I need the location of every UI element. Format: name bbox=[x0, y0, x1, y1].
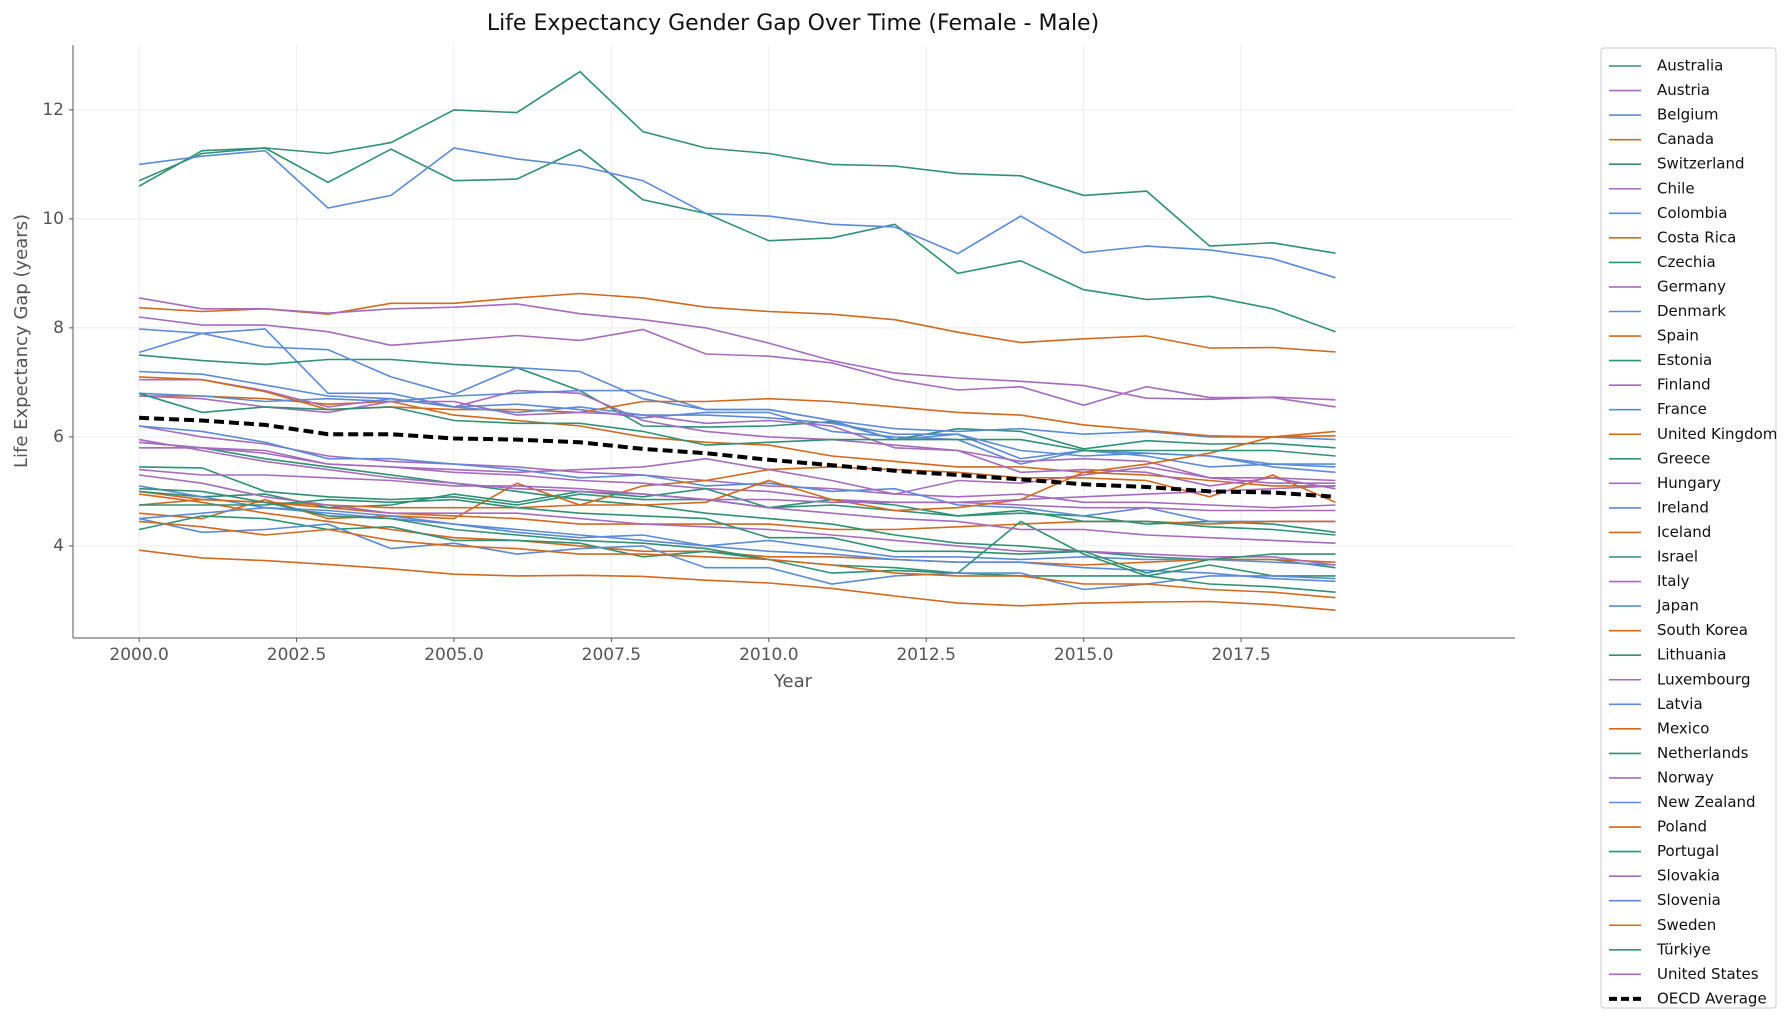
legend-label: Belgium bbox=[1657, 106, 1719, 124]
y-tick-label: 8 bbox=[53, 318, 64, 338]
x-tick-label: 2017.5 bbox=[1211, 645, 1270, 665]
series-line bbox=[139, 292, 1336, 353]
series-line bbox=[139, 441, 1336, 569]
x-tick-label: 2007.5 bbox=[582, 645, 641, 665]
series-line bbox=[138, 297, 1336, 401]
legend-label: Colombia bbox=[1657, 204, 1728, 222]
y-tick-label: 4 bbox=[53, 536, 64, 556]
legend-label: Norway bbox=[1657, 768, 1714, 786]
legend-label: Türkiye bbox=[1656, 940, 1711, 958]
series-line bbox=[139, 389, 1336, 441]
grid: 2000.0 2002.5 2005.0 2007.5 2010.0 2012.5 2015… bbox=[42, 45, 1515, 665]
x-tick-label: 2000.0 bbox=[109, 645, 168, 665]
chart-title: Life Expectancy Gender Gap Over Time (Fe… bbox=[487, 11, 1099, 36]
legend-label: Czechia bbox=[1657, 253, 1716, 271]
series-line bbox=[139, 328, 1336, 468]
series-line bbox=[139, 549, 1336, 611]
series-line bbox=[138, 515, 1336, 577]
legend-label: Germany bbox=[1657, 277, 1726, 295]
x-tick-label: 2002.5 bbox=[267, 645, 326, 665]
legend-label: Japan bbox=[1656, 597, 1699, 615]
legend-label: Estonia bbox=[1657, 351, 1712, 369]
legend-items: Australia Austria Belgium Canada Switzerland… bbox=[1609, 57, 1777, 1007]
series-line bbox=[138, 70, 1336, 254]
series-line bbox=[138, 147, 1336, 333]
x-tick-label: 2005.0 bbox=[424, 645, 483, 665]
series-line bbox=[138, 147, 1336, 279]
series-line bbox=[138, 517, 1336, 591]
series-line bbox=[139, 447, 1336, 512]
series-line bbox=[138, 392, 1336, 457]
legend-label: Chile bbox=[1657, 179, 1695, 197]
series-line bbox=[138, 316, 1336, 408]
series-line bbox=[139, 354, 1336, 450]
legend-label: Latvia bbox=[1657, 695, 1703, 713]
series-line bbox=[138, 425, 1336, 509]
legend-label: OECD Average bbox=[1657, 989, 1767, 1007]
legend-label: Poland bbox=[1657, 818, 1707, 836]
plot-lines bbox=[138, 70, 1336, 611]
x-tick-label: 2012.5 bbox=[896, 645, 955, 665]
series-line bbox=[139, 425, 1336, 523]
series-line bbox=[139, 466, 1336, 520]
series-line bbox=[139, 487, 1336, 536]
legend-label: Lithuania bbox=[1657, 646, 1726, 664]
legend-label: Luxembourg bbox=[1657, 670, 1751, 688]
x-tick-label: 2015.0 bbox=[1054, 645, 1113, 665]
series-line bbox=[139, 370, 1336, 474]
legend-label: New Zealand bbox=[1657, 793, 1756, 811]
legend-label: Austria bbox=[1657, 81, 1710, 99]
series-line bbox=[139, 415, 1336, 499]
series-line bbox=[139, 378, 1336, 484]
series-line bbox=[139, 487, 1336, 593]
legend-label: Ireland bbox=[1657, 498, 1709, 516]
legend-label: Iceland bbox=[1657, 523, 1711, 541]
x-tick-label: 2010.0 bbox=[739, 645, 798, 665]
y-tick-label: 12 bbox=[42, 100, 64, 120]
legend-label: Sweden bbox=[1657, 916, 1716, 934]
series-line bbox=[139, 520, 1336, 599]
series-line bbox=[139, 376, 1336, 438]
legend-label: Switzerland bbox=[1657, 155, 1745, 173]
series-line bbox=[139, 506, 1336, 566]
legend-label: Slovenia bbox=[1657, 891, 1721, 909]
legend-label: Canada bbox=[1657, 130, 1714, 148]
legend-label: Israel bbox=[1657, 548, 1698, 566]
legend-label: Denmark bbox=[1657, 302, 1726, 320]
series-line bbox=[139, 430, 1336, 512]
legend-label: Mexico bbox=[1657, 719, 1709, 737]
legend-label: Costa Rica bbox=[1657, 228, 1736, 246]
y-tick-label: 6 bbox=[53, 427, 64, 447]
legend-label: United States bbox=[1657, 965, 1759, 983]
legend-label: France bbox=[1657, 400, 1707, 418]
y-axis-label: Life Expectancy Gap (years) bbox=[11, 214, 32, 468]
legend-label: Finland bbox=[1657, 376, 1711, 394]
series-line bbox=[139, 468, 1336, 504]
legend-label: Australia bbox=[1657, 57, 1723, 75]
series-line bbox=[139, 498, 1336, 574]
series-line bbox=[138, 438, 1336, 544]
legend-label: Slovakia bbox=[1657, 867, 1720, 885]
legend-label: Netherlands bbox=[1657, 744, 1749, 762]
legend-label: Greece bbox=[1657, 449, 1710, 467]
legend-label: Italy bbox=[1657, 572, 1690, 590]
y-tick-label: 10 bbox=[42, 209, 64, 229]
x-axis-label: Year bbox=[773, 671, 813, 692]
legend bbox=[1600, 47, 1777, 1009]
legend-label: United Kingdom bbox=[1657, 425, 1777, 443]
legend-label: Portugal bbox=[1657, 842, 1719, 860]
legend-label: Spain bbox=[1657, 327, 1699, 345]
legend-label: South Korea bbox=[1657, 621, 1748, 639]
legend-label: Hungary bbox=[1657, 474, 1721, 492]
series-line bbox=[139, 395, 1336, 490]
